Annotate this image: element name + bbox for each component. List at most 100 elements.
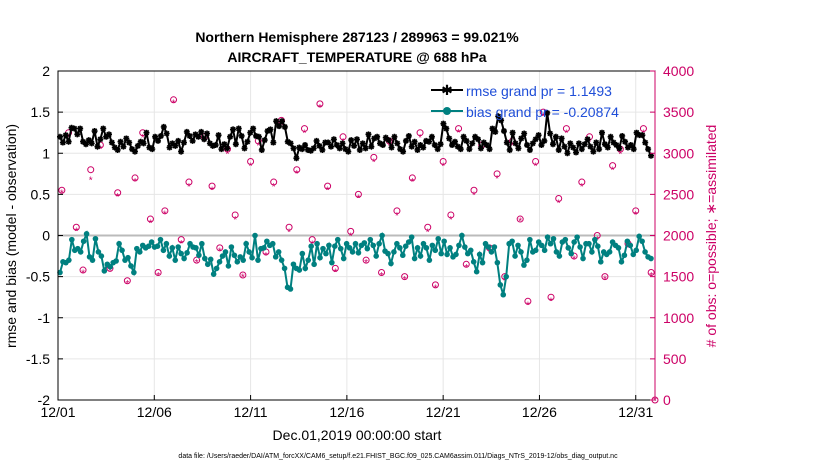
rmse-star-mark [541, 137, 548, 144]
rmse-point [146, 144, 153, 151]
rmse-point [284, 138, 291, 145]
bias-point [405, 239, 412, 245]
rmse-point [175, 137, 182, 144]
legend-bias-circle-icon [443, 107, 451, 115]
rmse-star-mark [267, 126, 274, 133]
rmse-star-mark [581, 141, 588, 148]
obs-possible-point [609, 162, 617, 170]
bias-point [571, 239, 577, 245]
rmse-star-mark [590, 148, 597, 155]
bias-point [311, 261, 317, 268]
obs-possible-point [308, 236, 316, 244]
obs-possible-point [362, 256, 370, 264]
obs-possible-point [247, 157, 255, 165]
rmse-point [587, 143, 594, 150]
rmse-star-mark [111, 144, 118, 151]
bias-point [550, 235, 557, 242]
rmse-point [169, 140, 176, 147]
obs-possible-point [632, 207, 640, 215]
rmse-point [498, 117, 505, 124]
rmse-point [449, 142, 456, 149]
rmse-star-mark [564, 150, 571, 157]
bias-point [290, 261, 297, 268]
bias-point [269, 240, 276, 247]
rmse-point [198, 128, 205, 135]
rmse-star-mark [68, 124, 75, 131]
rmse-point [140, 140, 147, 147]
bias-point [125, 254, 131, 261]
rmse-star-mark [97, 136, 104, 143]
rmse-point [451, 138, 458, 145]
rmse-point [529, 140, 536, 147]
bias-point [521, 262, 527, 268]
obs-possible-point [439, 157, 447, 165]
bias-point [388, 260, 394, 267]
rmse-point [486, 146, 493, 153]
bias-point [332, 243, 338, 249]
obs-assimilated-point: * [564, 129, 568, 140]
rmse-point [221, 141, 228, 148]
rmse-star-mark [169, 140, 176, 147]
obs-possible-point [114, 189, 122, 197]
obs-assimilated-point: * [653, 396, 657, 407]
rmse-point [477, 145, 484, 152]
rmse-star-mark [397, 146, 404, 153]
rmse-point [391, 133, 398, 140]
bias-point [157, 236, 164, 243]
rmse-point [287, 140, 294, 147]
rmse-star-mark [503, 139, 510, 146]
bias-point [408, 234, 415, 240]
bias-point [394, 240, 400, 247]
obs-assimilated-point: * [133, 177, 137, 188]
obs-possible-point [639, 125, 647, 133]
bias-point [577, 244, 583, 250]
rmse-point [247, 129, 254, 136]
obs-possible-point [123, 277, 131, 285]
rmse-star-mark [544, 109, 551, 116]
rmse-star-mark [483, 142, 490, 149]
obs-possible-point [578, 178, 586, 186]
rmse-star-mark [117, 138, 124, 145]
rmse-star-mark [258, 146, 265, 153]
rmse-point [423, 137, 430, 144]
rmse-point [126, 139, 133, 146]
bias-point [193, 245, 199, 251]
bias-point [515, 242, 521, 249]
rmse-star-mark [532, 136, 539, 143]
rmse-point [209, 142, 216, 149]
obs-assimilated-point: * [333, 268, 337, 279]
rmse-point [155, 137, 162, 144]
rmse-point [218, 146, 225, 153]
obs-possible-point [408, 174, 416, 182]
bias-point [414, 245, 421, 251]
obs-assimilated-point: * [387, 141, 391, 152]
rmse-point [152, 133, 159, 140]
obs-assimilated-point: * [634, 210, 638, 221]
x-axis-label: Dec.01,2019 00:00:00 start [273, 427, 442, 443]
bias-point [302, 265, 309, 272]
bias-point [275, 249, 282, 255]
rmse-point [382, 134, 389, 141]
y-axis-right-label: # of obs: o=possible; ∗=assimilated [703, 125, 719, 348]
rmse-star-mark [166, 144, 173, 151]
rmse-point [244, 138, 251, 145]
obs-possible-point [370, 153, 378, 161]
rmse-star-mark [509, 129, 516, 136]
obs-assimilated-point: * [264, 251, 268, 262]
x-tick-label: 12/11 [234, 404, 268, 420]
rmse-point [108, 139, 115, 146]
x-tick-label: 12/16 [329, 404, 364, 420]
bias-point [246, 249, 252, 255]
bias-point [222, 249, 229, 255]
rmse-star-mark [327, 143, 334, 150]
bias-point [648, 255, 654, 262]
bias-point [225, 263, 232, 269]
rmse-point [103, 133, 110, 140]
bias-point [544, 234, 551, 240]
rmse-star-mark [65, 138, 72, 145]
rmse-point [353, 136, 360, 143]
bias-point [592, 236, 598, 243]
bias-point [435, 235, 442, 242]
obs-possible-point [270, 178, 278, 186]
chart-subtitle: AIRCRAFT_TEMPERATURE @ 688 hPa [227, 49, 486, 65]
